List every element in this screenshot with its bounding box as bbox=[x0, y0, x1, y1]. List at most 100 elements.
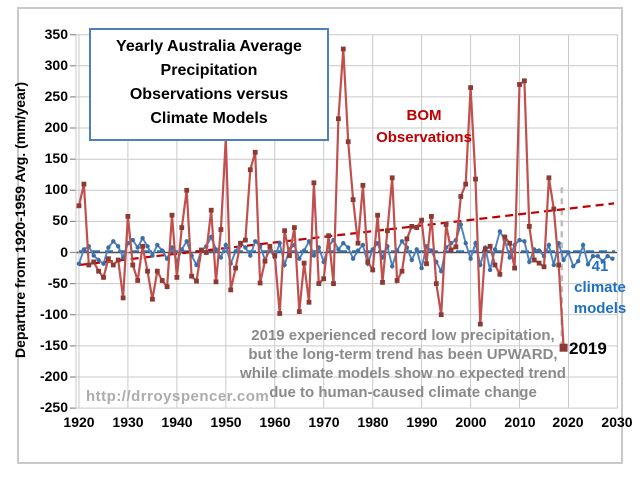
observation-point bbox=[507, 240, 513, 246]
observation-point bbox=[145, 268, 150, 274]
event-year-label: 2019 bbox=[569, 339, 607, 358]
observation-point bbox=[380, 280, 385, 285]
observation-point bbox=[556, 262, 562, 268]
observation-point bbox=[203, 250, 209, 255]
y-axis-tick--200: -200 bbox=[39, 368, 68, 384]
x-axis-tick-1970: 1970 bbox=[308, 414, 340, 430]
observation-point bbox=[272, 253, 278, 258]
observation-point bbox=[130, 262, 136, 268]
observation-point bbox=[389, 175, 395, 181]
observation-point bbox=[394, 278, 400, 283]
observation-point bbox=[551, 206, 557, 212]
observation-point bbox=[438, 312, 444, 318]
chart-title-box: Yearly Australia Average Precipitation O… bbox=[89, 28, 329, 141]
observation-point bbox=[218, 227, 224, 232]
annotation-line-4: due to human-caused climate change bbox=[269, 384, 537, 401]
observation-point bbox=[184, 187, 190, 193]
observation-point bbox=[458, 194, 464, 199]
x-axis-tick-1990: 1990 bbox=[406, 414, 438, 430]
annotation-text: 2019 experienced record low precipitatio… bbox=[200, 326, 606, 402]
bom-label-line-1: BOM bbox=[406, 107, 442, 124]
observation-point bbox=[482, 247, 488, 252]
observation-point bbox=[81, 181, 87, 187]
observation-point bbox=[238, 240, 243, 246]
annotation-line-3: while climate models show no expected tr… bbox=[240, 365, 566, 382]
observation-point bbox=[345, 139, 351, 145]
observation-point bbox=[174, 275, 180, 280]
observation-point bbox=[287, 253, 292, 258]
observation-point bbox=[350, 197, 356, 202]
observation-point bbox=[164, 284, 170, 290]
observation-point bbox=[522, 78, 527, 84]
observation-point bbox=[277, 311, 283, 316]
observation-point bbox=[541, 264, 547, 270]
observation-point bbox=[179, 225, 185, 230]
observation-point bbox=[360, 182, 366, 188]
observation-point bbox=[306, 299, 312, 305]
observation-point bbox=[336, 116, 341, 122]
observations-trend-line bbox=[78, 202, 615, 267]
observation-point bbox=[477, 321, 483, 327]
observation-point bbox=[86, 262, 92, 268]
observation-point bbox=[536, 260, 542, 266]
y-axis-tick-150: 150 bbox=[44, 150, 68, 166]
observation-point bbox=[473, 176, 478, 182]
watermark-url: http://drroyspencer.com bbox=[86, 388, 270, 405]
y-axis-tick-350: 350 bbox=[44, 26, 68, 42]
observation-point bbox=[316, 281, 322, 286]
chart-title-line-4: Climate Models bbox=[150, 110, 268, 127]
annotation-line-2: but the long-term trend has been UPWARD, bbox=[248, 346, 558, 363]
observation-point bbox=[159, 278, 165, 283]
observation-point bbox=[414, 225, 420, 230]
observation-point bbox=[311, 180, 317, 186]
observation-point bbox=[340, 46, 346, 52]
observation-point bbox=[497, 271, 503, 277]
observation-point bbox=[487, 243, 493, 249]
observation-point bbox=[512, 265, 517, 271]
observation-point bbox=[370, 267, 376, 273]
observation-point bbox=[262, 258, 268, 264]
x-axis-tick-2020: 2020 bbox=[552, 414, 584, 430]
observation-point bbox=[433, 281, 439, 286]
climate-models-series bbox=[76, 221, 615, 274]
models-label-line-1: 41 bbox=[591, 258, 609, 275]
observation-point bbox=[399, 268, 405, 274]
observation-point bbox=[531, 257, 537, 263]
observation-point bbox=[448, 247, 454, 253]
y-axis-tick-50: 50 bbox=[52, 212, 68, 228]
x-axis-tick-2000: 2000 bbox=[455, 414, 487, 430]
observation-point bbox=[429, 214, 434, 219]
observation-point bbox=[267, 243, 273, 249]
y-axis-tick-200: 200 bbox=[44, 119, 68, 135]
observation-point bbox=[404, 236, 410, 242]
observation-point bbox=[492, 262, 498, 268]
observation-point bbox=[292, 225, 297, 230]
observation-point bbox=[199, 247, 204, 253]
observation-point bbox=[409, 224, 415, 229]
observation-point bbox=[76, 203, 82, 209]
observation-point bbox=[110, 262, 116, 268]
chart-title-line-1: Yearly Australia Average bbox=[116, 38, 302, 55]
x-axis-tick-2010: 2010 bbox=[504, 414, 536, 430]
models-label-line-3: models bbox=[573, 300, 627, 317]
observation-point bbox=[546, 175, 552, 181]
observation-point bbox=[385, 228, 390, 234]
observation-point-2019 bbox=[559, 343, 568, 352]
observation-point bbox=[120, 295, 126, 301]
x-axis-tick-1940: 1940 bbox=[161, 414, 193, 430]
x-axis-tick-1930: 1930 bbox=[112, 414, 144, 430]
observation-point bbox=[301, 260, 307, 266]
observation-point bbox=[331, 281, 336, 286]
y-axis-tick--100: -100 bbox=[39, 306, 68, 322]
observation-point bbox=[443, 222, 449, 227]
models-label-line-2: climate bbox=[574, 279, 626, 296]
observation-point bbox=[326, 233, 331, 239]
bom-observations-series bbox=[76, 46, 568, 352]
observation-point bbox=[502, 234, 508, 240]
observation-point bbox=[321, 276, 327, 282]
observation-point bbox=[355, 240, 361, 246]
observation-point bbox=[517, 82, 522, 87]
